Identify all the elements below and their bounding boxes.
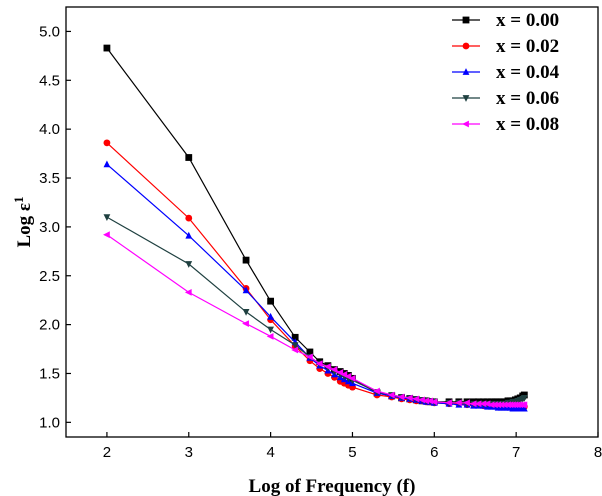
- legend-item: x = 0.06: [452, 88, 559, 109]
- legend: x = 0.00 x = 0.02 x = 0.04 x = 0.06 x = 0.08: [452, 10, 560, 135]
- data-point: [243, 257, 250, 264]
- y-axis-title: Log ε1: [11, 196, 36, 247]
- data-point: [185, 154, 192, 161]
- series-4: [103, 231, 527, 408]
- series-line: [107, 217, 524, 404]
- x-tick-label: 7: [512, 444, 520, 461]
- x-tick-label: 2: [103, 444, 111, 461]
- legend-item: x = 0.00: [452, 10, 559, 31]
- data-point: [185, 232, 192, 239]
- data-point: [243, 309, 250, 316]
- data-point: [104, 45, 111, 52]
- legend-label: x = 0.08: [496, 114, 559, 135]
- x-tick-label: 4: [266, 444, 274, 461]
- legend-label: x = 0.00: [496, 10, 559, 31]
- x-axis-title: Log of Frequency (f): [249, 476, 416, 496]
- data-point: [104, 214, 111, 221]
- series-line: [107, 235, 524, 405]
- legend-marker: [463, 17, 470, 24]
- x-tick-label: 6: [430, 444, 438, 461]
- y-tick-label: 1.5: [39, 365, 60, 382]
- data-point: [267, 327, 274, 334]
- y-tick-label: 4.5: [39, 72, 60, 89]
- data-point: [185, 215, 192, 222]
- y-tick-label: 2.5: [39, 268, 60, 285]
- x-tick-label: 8: [594, 444, 602, 461]
- data-point: [242, 320, 249, 327]
- legend-label: x = 0.02: [496, 36, 559, 57]
- series-1: [104, 139, 528, 410]
- series-3: [104, 214, 528, 407]
- legend-marker: [462, 121, 469, 128]
- data-point: [267, 333, 274, 340]
- series-line: [107, 143, 524, 407]
- y-tick-label: 1.0: [39, 414, 60, 431]
- y-axis-title-superscript: 1: [11, 196, 26, 203]
- y-tick-label: 5.0: [39, 23, 60, 40]
- legend-label: x = 0.04: [496, 62, 560, 83]
- y-tick-label: 3.5: [39, 170, 60, 187]
- legend-item: x = 0.08: [452, 114, 559, 135]
- data-point: [103, 231, 110, 238]
- x-tick-label: 3: [185, 444, 193, 461]
- data-point: [267, 298, 274, 305]
- legend-label: x = 0.06: [496, 88, 559, 109]
- y-tick-label: 3.0: [39, 219, 60, 236]
- data-point: [104, 139, 111, 146]
- data-point: [104, 160, 111, 167]
- y-axis-title-main: Log ε: [14, 203, 35, 248]
- series-layer: [103, 45, 528, 412]
- series-line: [107, 48, 524, 402]
- legend-item: x = 0.02: [452, 36, 559, 57]
- x-tick-label: 5: [348, 444, 356, 461]
- y-tick-label: 2.0: [39, 317, 60, 334]
- data-point: [185, 261, 192, 268]
- legend-marker: [463, 43, 470, 50]
- legend-item: x = 0.04: [452, 62, 560, 83]
- y-tick-label: 4.0: [39, 121, 60, 138]
- series-0: [104, 45, 528, 406]
